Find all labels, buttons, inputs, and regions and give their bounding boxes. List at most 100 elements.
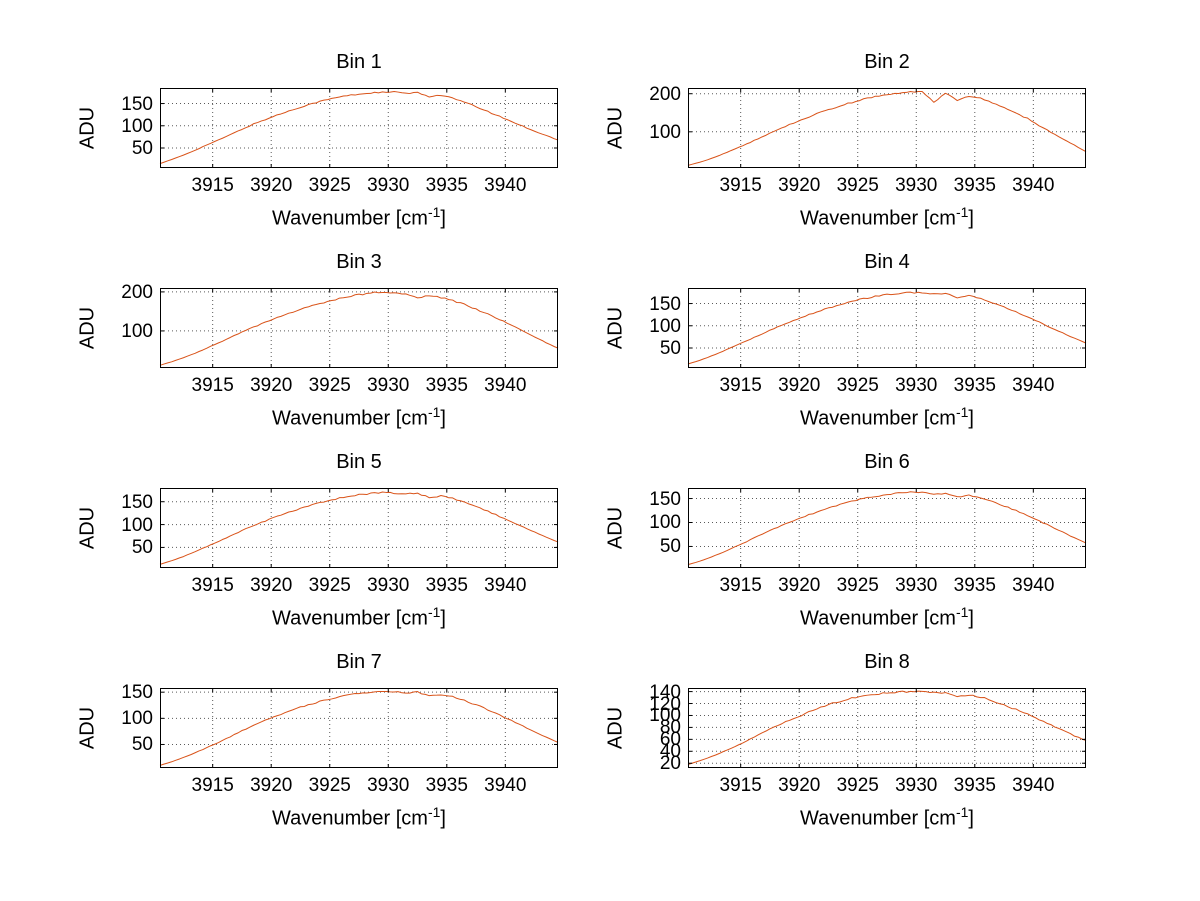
y-tick-label: 200	[649, 83, 681, 105]
y-tick-label: 100	[121, 320, 153, 342]
chart-title: Bin 3	[336, 251, 382, 273]
spectrum-line	[687, 690, 1087, 765]
plot-area	[159, 688, 559, 768]
x-tick-label: 3940	[1012, 775, 1055, 796]
spectrum-line	[159, 291, 559, 366]
y-tick-label: 140	[649, 681, 681, 703]
x-tick-label: 3925	[308, 775, 351, 796]
x-tick-label: 3935	[425, 775, 468, 796]
y-axis-label: ADU	[76, 306, 99, 350]
x-tick-label: 3940	[484, 575, 527, 596]
x-axis-label-post: ]	[968, 207, 974, 230]
x-tick-label: 3925	[836, 775, 879, 796]
x-axis-label-pre: Wavenumber [cm	[800, 207, 956, 230]
x-axis-label-post: ]	[968, 807, 974, 830]
chart-title: Bin 4	[864, 251, 910, 273]
x-tick-label: 3935	[953, 575, 996, 596]
x-axis-label-post: ]	[440, 607, 446, 630]
y-axis-label: ADU	[76, 506, 99, 550]
y-tick-label: 100	[121, 708, 153, 730]
y-axis-label: ADU	[604, 106, 627, 150]
x-axis-label-post: ]	[440, 407, 446, 430]
x-tick-label: 3935	[953, 375, 996, 396]
x-axis-label-post: ]	[968, 407, 974, 430]
y-axis-label: ADU	[604, 306, 627, 350]
x-axis-label: Wavenumber [cm-1]	[160, 800, 558, 831]
chart-title: Bin 1	[336, 51, 382, 73]
x-tick-label: 3935	[425, 175, 468, 196]
x-axis-label: Wavenumber [cm-1]	[160, 200, 558, 231]
y-tick-label: 100	[121, 115, 153, 137]
plot-area	[687, 488, 1087, 568]
y-tick-label: 100	[649, 705, 681, 727]
x-tick-label: 3930	[367, 375, 410, 396]
y-tick-label: 50	[131, 537, 153, 559]
chart-title: Bin 8	[864, 651, 910, 673]
x-tick-label: 3920	[250, 175, 293, 196]
y-tick-label: 150	[649, 488, 681, 510]
spectrum-line	[159, 690, 559, 766]
x-axis-label-sup: -1	[427, 804, 441, 820]
spectrum-line	[687, 491, 1087, 566]
x-tick-label: 3930	[895, 375, 938, 396]
x-axis-label-pre: Wavenumber [cm	[272, 607, 428, 630]
x-tick-label: 3915	[719, 375, 762, 396]
x-axis-label-sup: -1	[955, 804, 969, 820]
x-axis-label-pre: Wavenumber [cm	[800, 607, 956, 630]
spectrum-line	[687, 90, 1087, 166]
x-tick-label: 3915	[191, 775, 234, 796]
x-axis-label-post: ]	[440, 207, 446, 230]
y-tick-label: 100	[121, 514, 153, 536]
x-tick-label: 3930	[367, 775, 410, 796]
x-tick-label: 3915	[191, 375, 234, 396]
axis-box	[160, 88, 558, 168]
chart-bin-2: Bin 2 ADU Wavenumber [cm-1] 100 200 3915 39…	[588, 40, 1108, 240]
y-tick-label: 150	[121, 682, 153, 704]
chart-bin-6: Bin 6 ADU Wavenumber [cm-1] 50 100 150 3915…	[588, 440, 1108, 640]
y-tick-label: 50	[659, 536, 681, 558]
chart-title: Bin 5	[336, 451, 382, 473]
axis-box	[160, 488, 558, 568]
x-tick-label: 3925	[836, 575, 879, 596]
x-axis-label-sup: -1	[427, 204, 441, 220]
x-tick-label: 3940	[484, 175, 527, 196]
x-axis-label-sup: -1	[427, 604, 441, 620]
x-tick-label: 3920	[250, 775, 293, 796]
x-tick-label: 3915	[719, 775, 762, 796]
axis-box	[688, 688, 1086, 768]
x-tick-label: 3920	[250, 575, 293, 596]
x-axis-label-sup: -1	[955, 204, 969, 220]
plot-area	[687, 688, 1087, 768]
x-axis-label-sup: -1	[955, 404, 969, 420]
y-axis-label: ADU	[604, 506, 627, 550]
x-tick-label: 3925	[308, 175, 351, 196]
x-axis-label-post: ]	[440, 807, 446, 830]
chart-bin-5: Bin 5 ADU Wavenumber [cm-1] 50 100 150 3915…	[60, 440, 580, 640]
x-axis-label: Wavenumber [cm-1]	[160, 400, 558, 431]
chart-bin-1: Bin 1 ADU Wavenumber [cm-1] 50 100 150 3915…	[60, 40, 580, 240]
x-tick-label: 3920	[778, 575, 821, 596]
y-axis-label: ADU	[76, 106, 99, 150]
x-tick-label: 3920	[778, 175, 821, 196]
spectrum-line	[159, 91, 559, 165]
y-tick-label: 150	[121, 491, 153, 513]
y-tick-label: 50	[659, 338, 681, 359]
x-axis-label-post: ]	[968, 607, 974, 630]
y-tick-label: 200	[121, 281, 153, 303]
x-tick-label: 3920	[250, 375, 293, 396]
x-axis-label: Wavenumber [cm-1]	[688, 800, 1086, 831]
x-axis-label-pre: Wavenumber [cm	[800, 407, 956, 430]
x-tick-label: 3920	[778, 775, 821, 796]
y-tick-label: 100	[649, 315, 681, 337]
plot-area	[687, 288, 1087, 368]
y-tick-label: 80	[659, 717, 681, 739]
x-tick-label: 3920	[778, 375, 821, 396]
y-tick-label: 120	[649, 693, 681, 715]
x-tick-label: 3940	[484, 775, 527, 796]
plot-area	[159, 88, 559, 168]
x-tick-label: 3925	[308, 575, 351, 596]
x-axis-label-pre: Wavenumber [cm	[272, 407, 428, 430]
y-tick-label: 50	[131, 138, 153, 159]
spectrum-line	[687, 291, 1087, 365]
y-tick-label: 40	[659, 741, 681, 763]
